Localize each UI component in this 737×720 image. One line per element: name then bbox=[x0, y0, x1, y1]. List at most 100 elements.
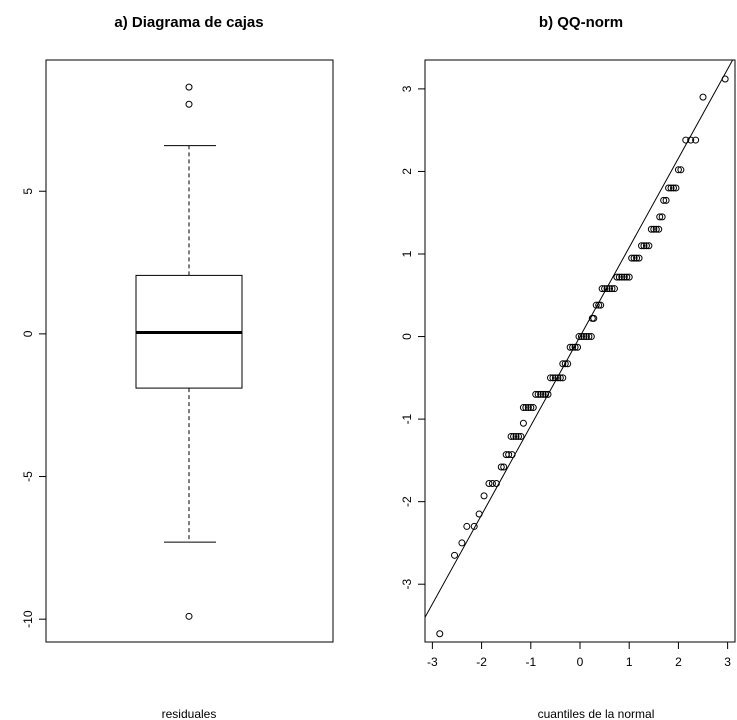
qq-point bbox=[613, 273, 621, 281]
qq-point bbox=[597, 301, 605, 309]
qq-point bbox=[608, 285, 616, 293]
qq-point bbox=[656, 213, 664, 221]
qq-point bbox=[590, 314, 598, 322]
qq-point bbox=[564, 360, 572, 368]
boxplot-marks bbox=[135, 83, 243, 620]
qq-point bbox=[519, 419, 527, 427]
y-tick-label: -3 bbox=[400, 579, 414, 590]
qq-point bbox=[615, 273, 623, 281]
y-tick-label: 0 bbox=[400, 333, 414, 340]
qq-point bbox=[610, 285, 618, 293]
qq-point bbox=[650, 225, 658, 233]
qq-point bbox=[687, 136, 695, 144]
qq-point bbox=[630, 254, 638, 262]
qq-point bbox=[642, 242, 650, 250]
x-tick-label: -3 bbox=[427, 655, 438, 669]
y-tick-label: 5 bbox=[21, 188, 35, 195]
qq-point bbox=[652, 225, 660, 233]
qq-point bbox=[542, 390, 550, 398]
qq-point bbox=[561, 360, 569, 368]
qq-point bbox=[554, 374, 562, 382]
qq-point bbox=[628, 254, 636, 262]
outlier-point bbox=[185, 100, 193, 108]
x-tick-label: -1 bbox=[525, 655, 536, 669]
x-tick-label: 3 bbox=[724, 655, 731, 669]
qq-point bbox=[510, 432, 518, 440]
qq-point bbox=[514, 432, 522, 440]
qq-point bbox=[451, 551, 459, 559]
qq-point bbox=[512, 432, 520, 440]
outlier-point bbox=[185, 612, 193, 620]
qq-x-axis-label: cuantiles de la normal bbox=[538, 707, 655, 720]
qq-point bbox=[647, 225, 655, 233]
boxplot-plot-frame bbox=[45, 59, 334, 643]
y-tick-label: 3 bbox=[400, 85, 414, 92]
qq-point bbox=[606, 285, 614, 293]
qq-point bbox=[658, 213, 666, 221]
qq-point bbox=[662, 196, 670, 204]
y-tick-label: -10 bbox=[21, 610, 35, 628]
qq-point bbox=[618, 273, 626, 281]
qq-point bbox=[470, 522, 478, 530]
boxplot-x-axis-label: residuales bbox=[162, 707, 217, 720]
qq-point bbox=[529, 404, 537, 412]
qq-point bbox=[625, 273, 633, 281]
qq-point bbox=[623, 273, 631, 281]
qq-point bbox=[574, 343, 582, 351]
qq-point bbox=[559, 360, 567, 368]
qq-point bbox=[677, 166, 685, 174]
qq-point bbox=[505, 451, 513, 459]
qq-point bbox=[638, 242, 646, 250]
qq-point bbox=[532, 390, 540, 398]
qq-point bbox=[571, 343, 579, 351]
qq-point bbox=[534, 390, 542, 398]
qq-point bbox=[524, 404, 532, 412]
qq-point bbox=[519, 404, 527, 412]
qq-point bbox=[539, 390, 547, 398]
qq-point bbox=[549, 374, 557, 382]
qq-point bbox=[635, 254, 643, 262]
qq-point bbox=[546, 374, 554, 382]
qq-point bbox=[655, 225, 663, 233]
qq-point bbox=[587, 333, 595, 341]
qq-point bbox=[580, 333, 588, 341]
qq-point bbox=[575, 333, 583, 341]
qq-point bbox=[674, 166, 682, 174]
qq-point bbox=[598, 285, 606, 293]
boxplot-y-axis: -10 -5 0 5 bbox=[21, 188, 46, 628]
qq-point bbox=[633, 254, 641, 262]
qq-point bbox=[620, 273, 628, 281]
x-tick-label: -2 bbox=[476, 655, 487, 669]
qq-axes: -3 -2 -1 0 1 2 3 -3 -2 -1 0 1 2 3 bbox=[400, 85, 731, 669]
qq-point bbox=[507, 432, 515, 440]
qq-point bbox=[497, 463, 505, 471]
y-tick-label: -1 bbox=[400, 413, 414, 424]
qq-point bbox=[508, 451, 516, 459]
qq-point bbox=[645, 242, 653, 250]
qq-point bbox=[492, 479, 500, 487]
qq-plot-frame bbox=[424, 59, 736, 643]
qq-marks bbox=[425, 60, 734, 638]
qq-point bbox=[485, 479, 493, 487]
qq-panel: b) QQ-norm -3 -2 -1 0 1 2 3 -3 -2 -1 0 1 2 3 cuantile… bbox=[400, 14, 736, 720]
qq-point bbox=[527, 404, 535, 412]
qq-point bbox=[582, 333, 590, 341]
qq-point bbox=[480, 492, 488, 500]
x-tick-label: 1 bbox=[626, 655, 633, 669]
qq-point bbox=[436, 630, 444, 638]
x-tick-label: 2 bbox=[675, 655, 682, 669]
boxplot-panel: a) Diagrama de cajas -10 -5 0 5 residuales bbox=[21, 14, 334, 720]
qq-point bbox=[475, 510, 483, 518]
y-tick-label: 1 bbox=[400, 250, 414, 257]
qq-point bbox=[556, 374, 564, 382]
qq-point bbox=[669, 184, 677, 192]
qq-point bbox=[544, 390, 552, 398]
qq-reference-line bbox=[425, 60, 734, 619]
y-tick-label: 0 bbox=[21, 330, 35, 337]
qq-title: b) QQ-norm bbox=[539, 14, 623, 31]
qq-point bbox=[721, 75, 729, 83]
qq-point bbox=[699, 93, 707, 101]
qq-point bbox=[522, 404, 530, 412]
qq-point bbox=[488, 479, 496, 487]
